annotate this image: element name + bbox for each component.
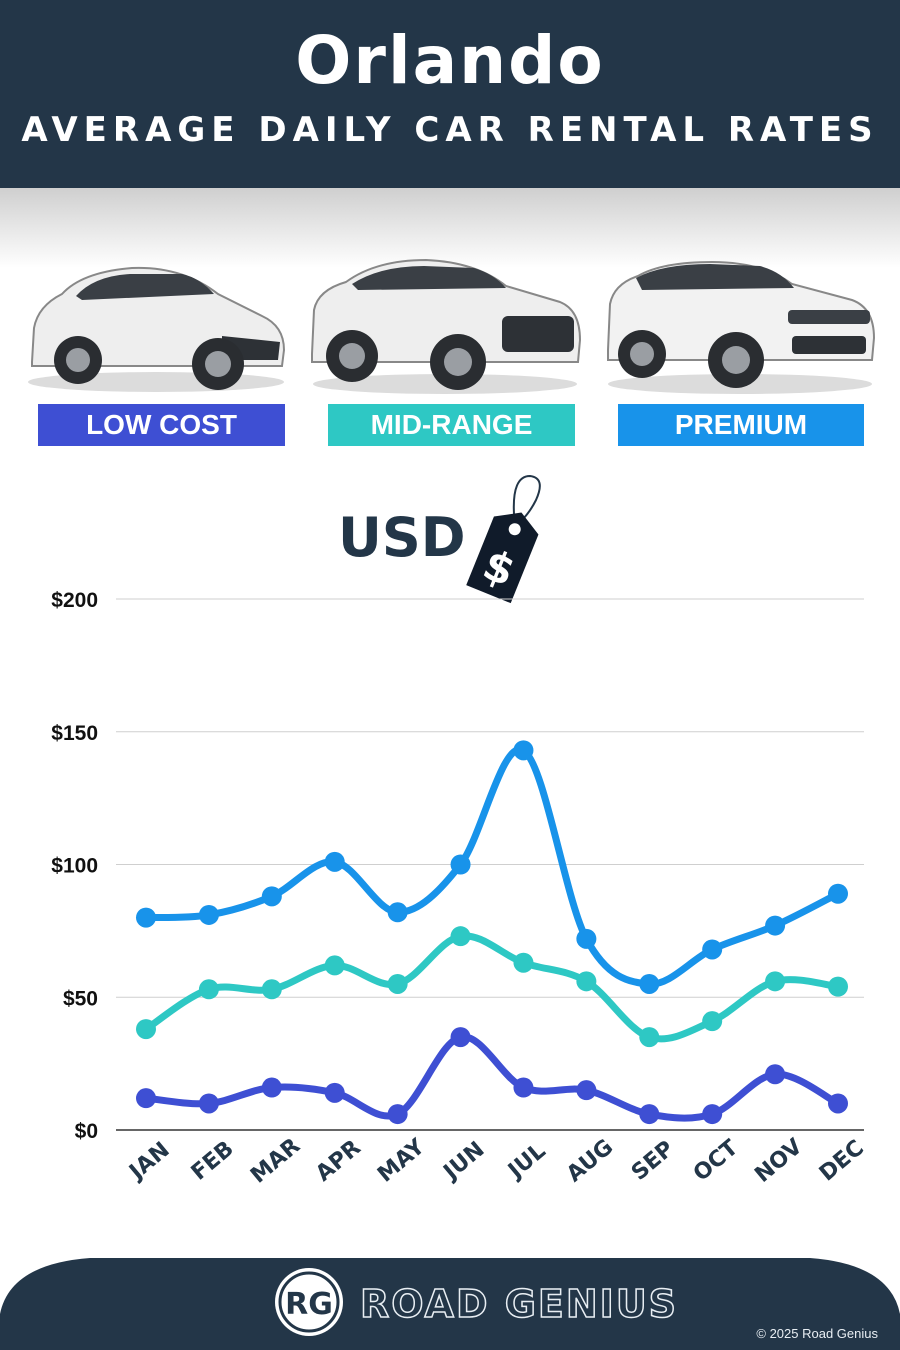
mid-range-label: MID-RANGE bbox=[370, 409, 533, 440]
y-tick-label: $200 bbox=[51, 589, 98, 612]
data-point-low-cost bbox=[261, 1077, 282, 1098]
x-tick-label: JUN bbox=[438, 1137, 490, 1186]
data-point-low-cost bbox=[639, 1104, 660, 1125]
header-shadow bbox=[0, 188, 900, 268]
x-tick-label: AUG bbox=[562, 1135, 618, 1188]
rental-rates-line-chart: $0 $50 $100 $150 $200 JAN FEB MAR APR MAY JUN JUL AU… bbox=[51, 589, 869, 1189]
data-point-mid-range bbox=[261, 979, 282, 1000]
data-point-low-cost bbox=[576, 1080, 597, 1101]
data-point-mid-range bbox=[324, 955, 345, 976]
data-point-low-cost bbox=[450, 1027, 471, 1048]
data-point-mid-range bbox=[765, 971, 786, 992]
x-tick-label: SEP bbox=[627, 1136, 679, 1185]
low-cost-label: LOW COST bbox=[86, 409, 237, 440]
data-point-mid-range bbox=[450, 926, 471, 947]
data-point-mid-range bbox=[828, 976, 848, 997]
data-point-premium bbox=[261, 886, 282, 907]
x-tick-label: DEC bbox=[815, 1136, 869, 1187]
data-point-premium bbox=[136, 907, 156, 928]
data-point-premium bbox=[450, 854, 471, 875]
data-point-premium bbox=[198, 904, 219, 925]
data-point-low-cost bbox=[324, 1082, 345, 1103]
logo-icon bbox=[275, 1268, 343, 1336]
data-point-low-cost bbox=[513, 1077, 534, 1098]
footer: RG bbox=[0, 1258, 900, 1350]
copyright: © 2025 Road Genius bbox=[756, 1326, 878, 1341]
premium-label: PREMIUM bbox=[674, 409, 808, 440]
x-tick-label: APR bbox=[311, 1135, 365, 1186]
data-point-mid-range bbox=[702, 1011, 723, 1032]
header: Orlando AVERAGE DAILY CAR RENTAL RATES bbox=[0, 0, 900, 188]
y-tick-label: $50 bbox=[63, 987, 98, 1010]
data-point-low-cost bbox=[198, 1093, 219, 1114]
x-tick-label: OCT bbox=[689, 1135, 743, 1186]
data-point-low-cost bbox=[828, 1093, 848, 1114]
brand-name: ROAD GENIUS bbox=[359, 1281, 679, 1327]
data-point-low-cost bbox=[136, 1088, 156, 1109]
x-tick-label: MAY bbox=[373, 1134, 430, 1188]
data-point-premium bbox=[702, 939, 723, 960]
x-tick-label: JUL bbox=[502, 1139, 550, 1185]
data-point-low-cost bbox=[765, 1064, 786, 1085]
data-point-premium bbox=[639, 973, 660, 994]
data-point-premium bbox=[576, 928, 597, 949]
x-tick-label: NOV bbox=[750, 1134, 807, 1188]
data-point-mid-range bbox=[387, 973, 408, 994]
logo-text: RG bbox=[285, 1287, 333, 1322]
data-point-mid-range bbox=[639, 1027, 660, 1048]
data-point-mid-range bbox=[136, 1019, 156, 1040]
data-point-premium bbox=[828, 883, 848, 904]
low-cost-badge: LOW COST bbox=[38, 404, 285, 446]
currency-label: USD bbox=[338, 506, 466, 569]
premium-badge: PREMIUM bbox=[618, 404, 864, 446]
y-tick-label: $150 bbox=[51, 722, 98, 745]
premium-suv-car-icon bbox=[607, 260, 876, 394]
data-point-premium bbox=[765, 915, 786, 936]
suv-car-icon bbox=[311, 258, 582, 394]
data-point-low-cost bbox=[702, 1104, 723, 1125]
mid-range-badge: MID-RANGE bbox=[328, 404, 575, 446]
data-point-premium bbox=[513, 740, 534, 761]
data-point-low-cost bbox=[387, 1104, 408, 1125]
x-tick-label: JAN bbox=[124, 1137, 175, 1185]
series-line-mid-range bbox=[142, 932, 842, 1043]
data-point-mid-range bbox=[198, 979, 219, 1000]
data-point-premium bbox=[387, 902, 408, 923]
hatchback-car-icon bbox=[28, 266, 286, 392]
x-tick-label: MAR bbox=[246, 1133, 305, 1188]
y-tick-label: $100 bbox=[51, 855, 98, 878]
price-tag-icon: $ bbox=[466, 474, 541, 604]
data-point-mid-range bbox=[513, 952, 534, 973]
page-title: Orlando bbox=[295, 22, 605, 99]
y-tick-label: $0 bbox=[75, 1120, 98, 1143]
x-tick-label: FEB bbox=[187, 1136, 239, 1185]
series-line-low-cost bbox=[142, 1033, 842, 1122]
data-point-mid-range bbox=[576, 971, 597, 992]
page-subtitle: AVERAGE DAILY CAR RENTAL RATES bbox=[21, 110, 879, 150]
data-point-premium bbox=[324, 851, 345, 872]
